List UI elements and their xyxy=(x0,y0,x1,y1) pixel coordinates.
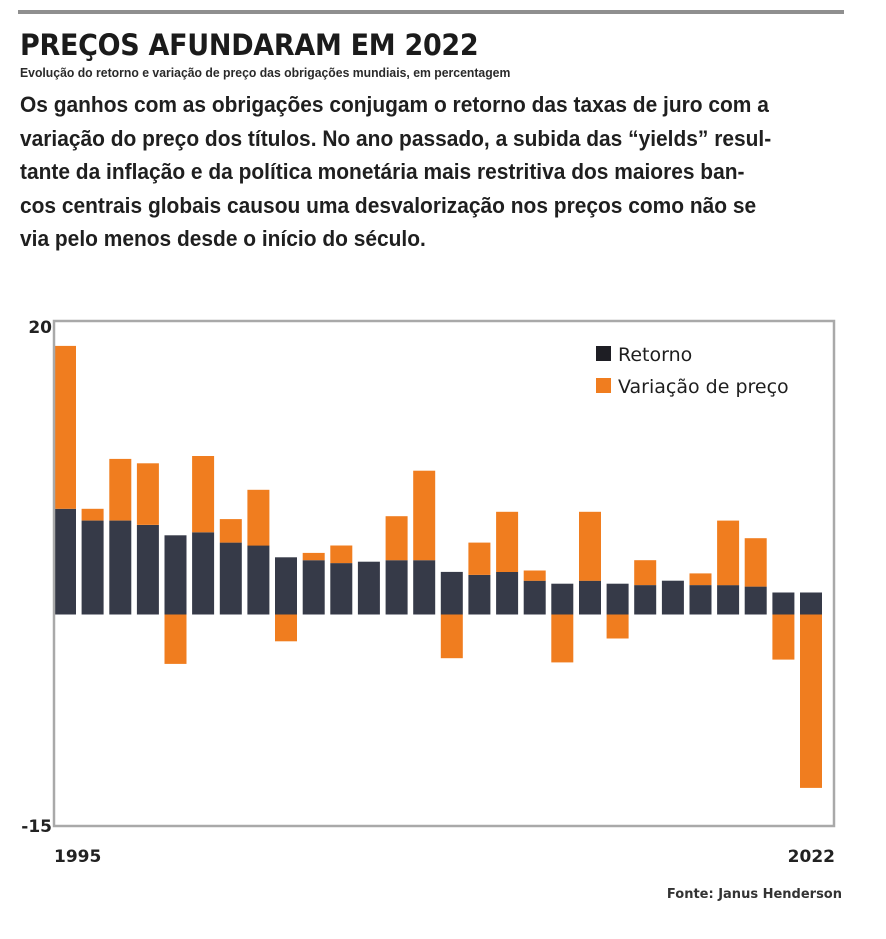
chart-subtitle: Evolução do retorno e variação de preço … xyxy=(20,65,511,80)
bar-variacao-2005 xyxy=(330,545,353,564)
bar-variacao-2021 xyxy=(772,614,795,660)
bar-retorno-1996 xyxy=(81,520,104,615)
y-tick-label-top: 20 xyxy=(28,318,52,338)
bar-retorno-2009 xyxy=(440,571,463,615)
bar-variacao-2022 xyxy=(800,614,822,788)
bar-retorno-2021 xyxy=(772,592,795,615)
bar-variacao-2008 xyxy=(413,470,436,561)
bar-variacao-2004 xyxy=(302,552,325,561)
bar-variacao-2018 xyxy=(689,573,712,586)
bar-retorno-2020 xyxy=(744,586,767,615)
bars-group xyxy=(54,345,822,788)
lead-line: via pelo menos desde o início do século. xyxy=(20,226,426,251)
bar-retorno-2005 xyxy=(330,563,353,615)
bar-retorno-2015 xyxy=(606,583,629,615)
bar-variacao-2003 xyxy=(275,614,297,642)
legend-swatch-variacao xyxy=(596,378,611,393)
bar-variacao-2012 xyxy=(523,570,546,581)
bar-variacao-2000 xyxy=(192,456,215,533)
bar-retorno-2007 xyxy=(385,560,408,615)
bar-retorno-2011 xyxy=(496,571,519,615)
bar-variacao-2020 xyxy=(744,538,767,587)
bar-variacao-2019 xyxy=(717,520,740,586)
chart-title: PREÇOS AFUNDARAM EM 2022 xyxy=(20,28,479,62)
bar-variacao-1999 xyxy=(164,614,187,664)
top-rule xyxy=(18,10,844,14)
bar-retorno-2019 xyxy=(717,585,740,615)
lead-line: cos centrais globais causou uma desvalor… xyxy=(20,192,757,218)
plot-frame xyxy=(52,319,836,828)
legend-label-retorno: Retorno xyxy=(618,344,692,366)
bar-variacao-2011 xyxy=(496,511,519,572)
legend-label-variacao: Variação de preço xyxy=(618,376,789,398)
bar-retorno-2006 xyxy=(357,561,380,615)
bar-variacao-2016 xyxy=(634,560,657,586)
bar-retorno-1999 xyxy=(164,535,187,615)
bar-retorno-2003 xyxy=(275,557,297,615)
bar-retorno-2002 xyxy=(247,545,270,615)
bar-chart: 20 -15 1995 2022 Retorno Variação de pre… xyxy=(21,318,836,867)
bar-retorno-2017 xyxy=(661,580,684,615)
bar-retorno-2001 xyxy=(219,542,242,615)
x-tick-label-first: 1995 xyxy=(54,847,101,867)
bar-variacao-1998 xyxy=(136,463,159,525)
bar-variacao-2009 xyxy=(440,614,463,659)
bar-retorno-2022 xyxy=(800,592,822,615)
lead-paragraph: Os ganhos com as obrigações conjugam o r… xyxy=(20,88,838,256)
x-tick-label-last: 2022 xyxy=(788,847,835,867)
lead-line: Os ganhos com as obrigações conjugam o r… xyxy=(20,92,769,117)
lead-line: tante da inflação e da política monetári… xyxy=(20,159,745,184)
bar-retorno-2016 xyxy=(634,585,657,615)
bar-retorno-2014 xyxy=(579,580,601,615)
bar-variacao-2014 xyxy=(579,511,601,581)
bar-variacao-2001 xyxy=(219,519,242,543)
bar-variacao-2002 xyxy=(247,489,270,546)
bar-variacao-2015 xyxy=(606,614,629,639)
bar-retorno-1998 xyxy=(136,525,159,615)
lead-line: variação do preço dos títulos. No ano pa… xyxy=(20,125,772,151)
bar-variacao-1997 xyxy=(109,458,132,521)
bar-retorno-2012 xyxy=(523,580,546,615)
bar-retorno-2008 xyxy=(413,560,436,615)
bar-variacao-1995 xyxy=(54,345,76,509)
bar-retorno-2004 xyxy=(302,560,325,615)
bar-retorno-2013 xyxy=(551,583,574,615)
bar-variacao-1996 xyxy=(81,508,104,521)
bar-retorno-2018 xyxy=(689,585,712,615)
legend-swatch-retorno xyxy=(596,346,611,361)
bar-variacao-2007 xyxy=(385,516,408,561)
bar-retorno-2010 xyxy=(468,574,491,615)
legend: Retorno Variação de preço xyxy=(596,344,789,398)
bar-retorno-1997 xyxy=(109,520,132,615)
bar-retorno-2000 xyxy=(192,532,215,615)
source-note: Fonte: Janus Henderson xyxy=(666,887,842,902)
bar-variacao-2013 xyxy=(551,614,574,663)
y-tick-label-bottom: -15 xyxy=(21,817,52,837)
bar-retorno-1995 xyxy=(54,508,76,615)
bar-variacao-2010 xyxy=(468,542,491,575)
